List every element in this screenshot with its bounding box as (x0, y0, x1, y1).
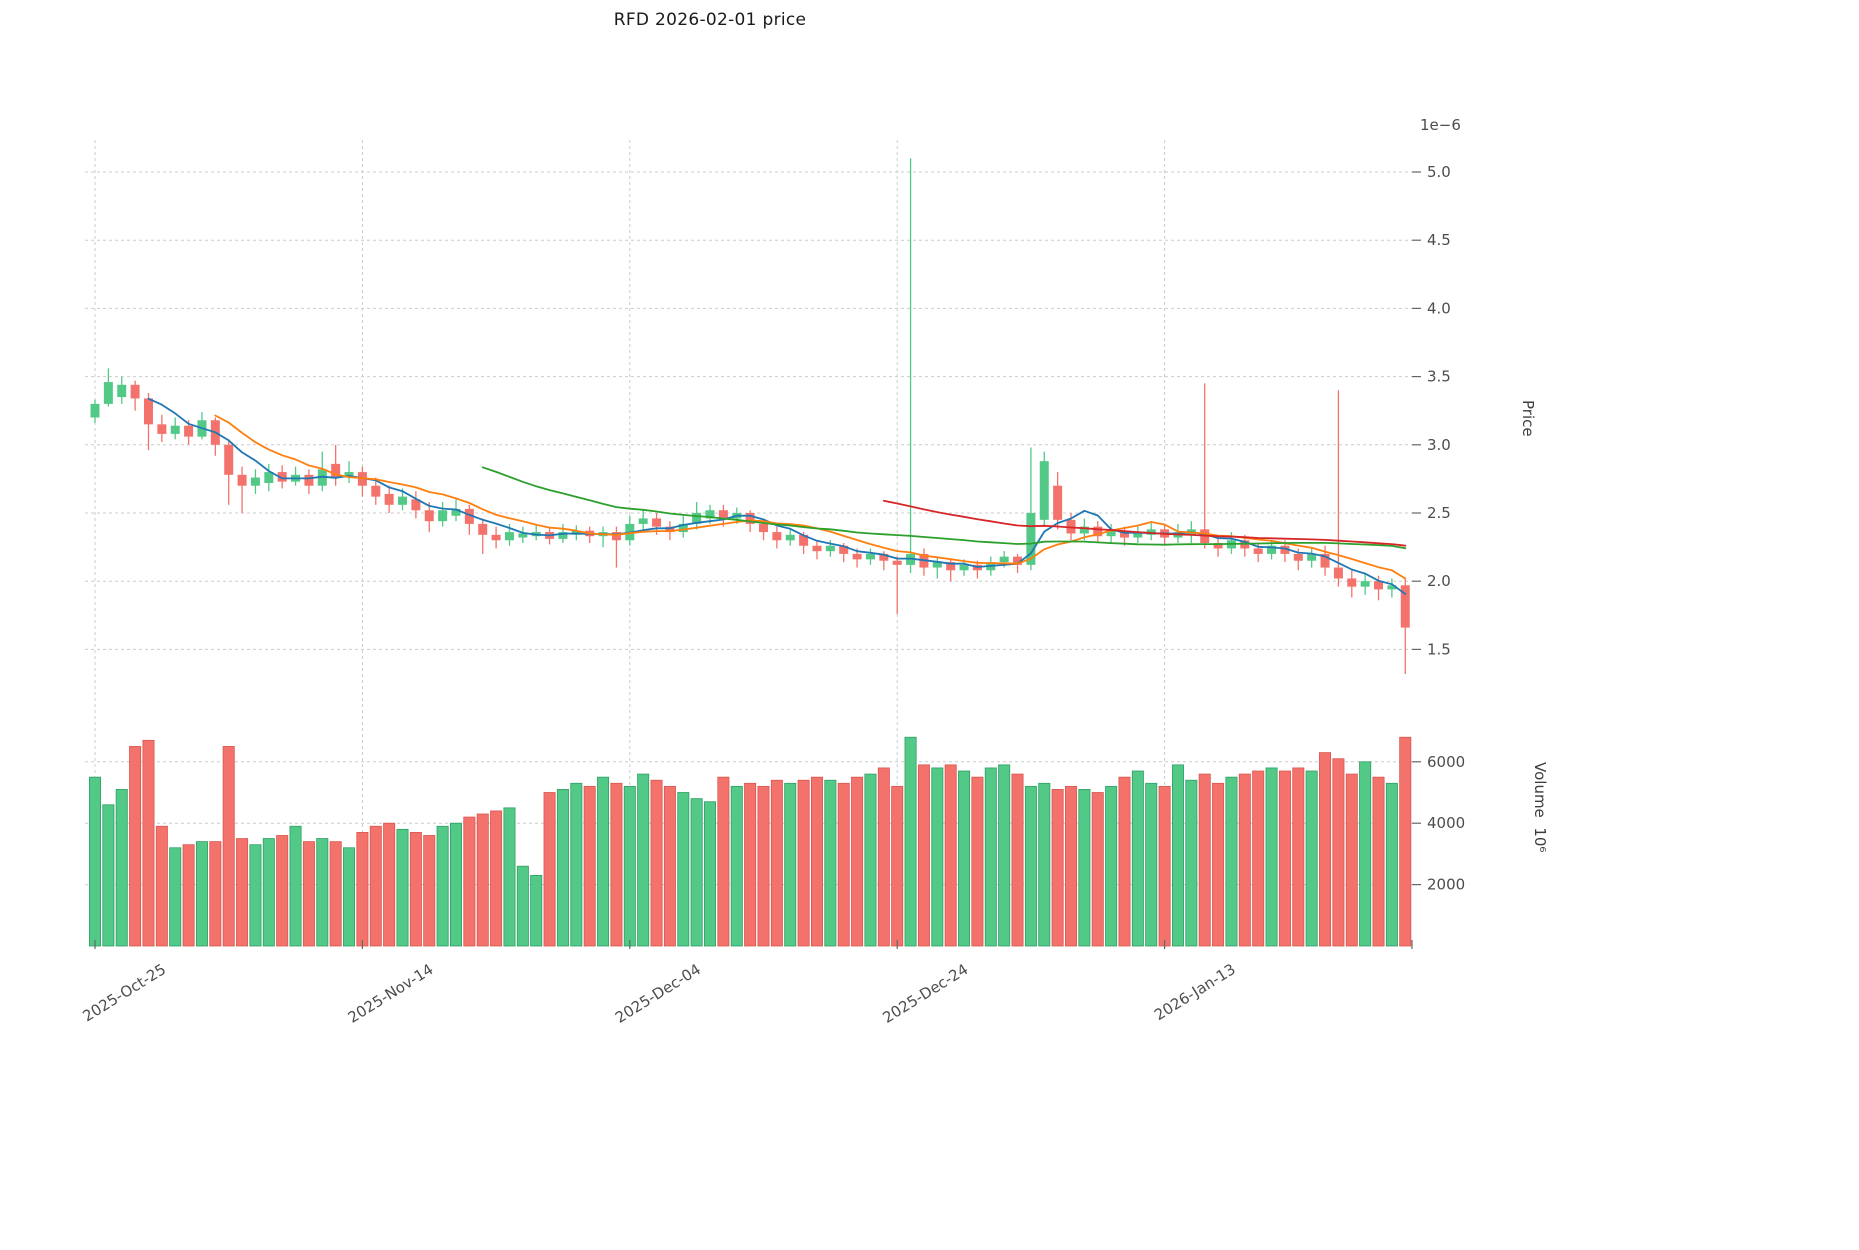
svg-text:2025-Dec-04: 2025-Dec-04 (612, 960, 704, 1027)
svg-text:2.0: 2.0 (1427, 572, 1451, 590)
svg-text:4.0: 4.0 (1427, 299, 1451, 317)
svg-text:2000: 2000 (1427, 876, 1465, 894)
svg-text:2025-Nov-14: 2025-Nov-14 (345, 960, 437, 1027)
svg-text:3.0: 3.0 (1427, 436, 1451, 454)
svg-text:6000: 6000 (1427, 753, 1465, 771)
price-axis-multiplier: 1e−6 (1420, 116, 1461, 134)
price-axis-label: Price (1519, 400, 1537, 437)
svg-text:3.5: 3.5 (1427, 368, 1451, 386)
svg-text:2026-Jan-13: 2026-Jan-13 (1151, 960, 1239, 1024)
svg-text:4000: 4000 (1427, 814, 1465, 832)
svg-text:1.5: 1.5 (1427, 640, 1451, 658)
svg-text:5.0: 5.0 (1427, 163, 1451, 181)
svg-text:4.5: 4.5 (1427, 231, 1451, 249)
svg-text:2025-Dec-24: 2025-Dec-24 (879, 960, 971, 1027)
chart-title: RFD 2026-02-01 price (613, 10, 807, 30)
svg-text:2.5: 2.5 (1427, 504, 1451, 522)
svg-text:2025-Oct-25: 2025-Oct-25 (79, 960, 169, 1025)
volume-axis-label: Volume 10⁶ (1531, 762, 1549, 853)
